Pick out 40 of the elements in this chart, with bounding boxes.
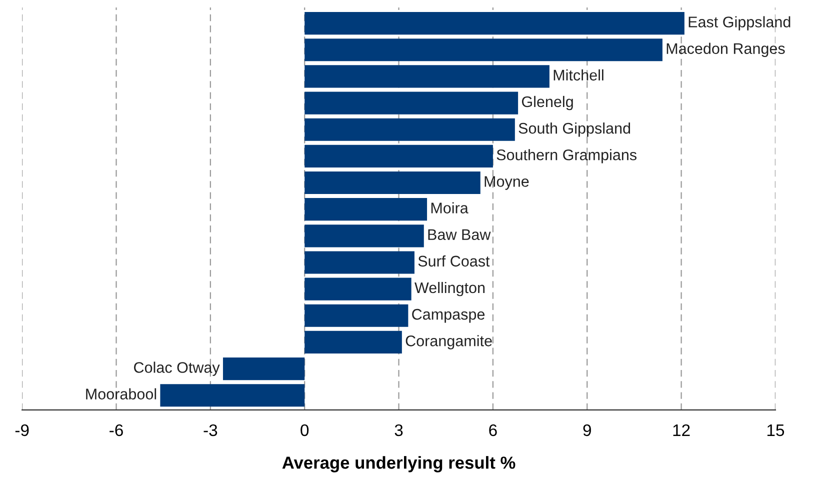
bar	[304, 198, 428, 221]
bar	[304, 118, 515, 141]
bar	[304, 251, 414, 274]
y-tick-label: Macedon Ranges	[666, 42, 785, 58]
bar	[304, 144, 493, 168]
y-tick-label: Corangamite	[406, 335, 492, 350]
x-tick-label: -6	[110, 424, 123, 436]
bar	[304, 12, 684, 35]
y-tick-label: Campaspe	[412, 308, 485, 323]
bar	[160, 384, 305, 407]
bar	[304, 171, 480, 194]
y-tick-label: Baw Baw	[428, 229, 491, 240]
y-tick-label: South Gippsland	[518, 122, 630, 137]
x-tick-label: 3	[394, 424, 403, 436]
x-tick-label: 9	[583, 424, 591, 436]
bar	[304, 38, 662, 62]
x-tick-label: -9	[15, 424, 29, 436]
x-tick-label: 12	[673, 424, 690, 436]
y-tick-label: Colac Otway	[134, 362, 220, 376]
y-tick-label: Southern Grampians	[496, 149, 637, 164]
x-tick-label: 6	[489, 424, 497, 436]
bar	[304, 224, 424, 248]
y-tick-label: Moorabool	[86, 388, 156, 400]
y-tick-label: Moyne	[484, 176, 529, 190]
bar	[304, 92, 518, 114]
bar	[304, 304, 408, 327]
bar	[222, 358, 305, 380]
bar	[304, 330, 402, 354]
x-tick-label: 15	[767, 424, 784, 436]
y-tick-label: Mitchell	[554, 69, 604, 81]
y-tick-label: Surf Coast	[418, 255, 490, 267]
x-axis-title: Average underlying result %	[282, 456, 516, 472]
bar	[304, 278, 412, 300]
x-tick-label: -3	[204, 424, 218, 436]
x-tick-label: 0	[300, 424, 309, 436]
y-tick-label: East Gippsland	[688, 16, 790, 30]
y-tick-label: Glenelg	[522, 96, 573, 110]
y-tick-label: Wellington	[414, 282, 485, 296]
y-tick-label: Moira	[431, 202, 468, 214]
bar	[304, 65, 550, 88]
